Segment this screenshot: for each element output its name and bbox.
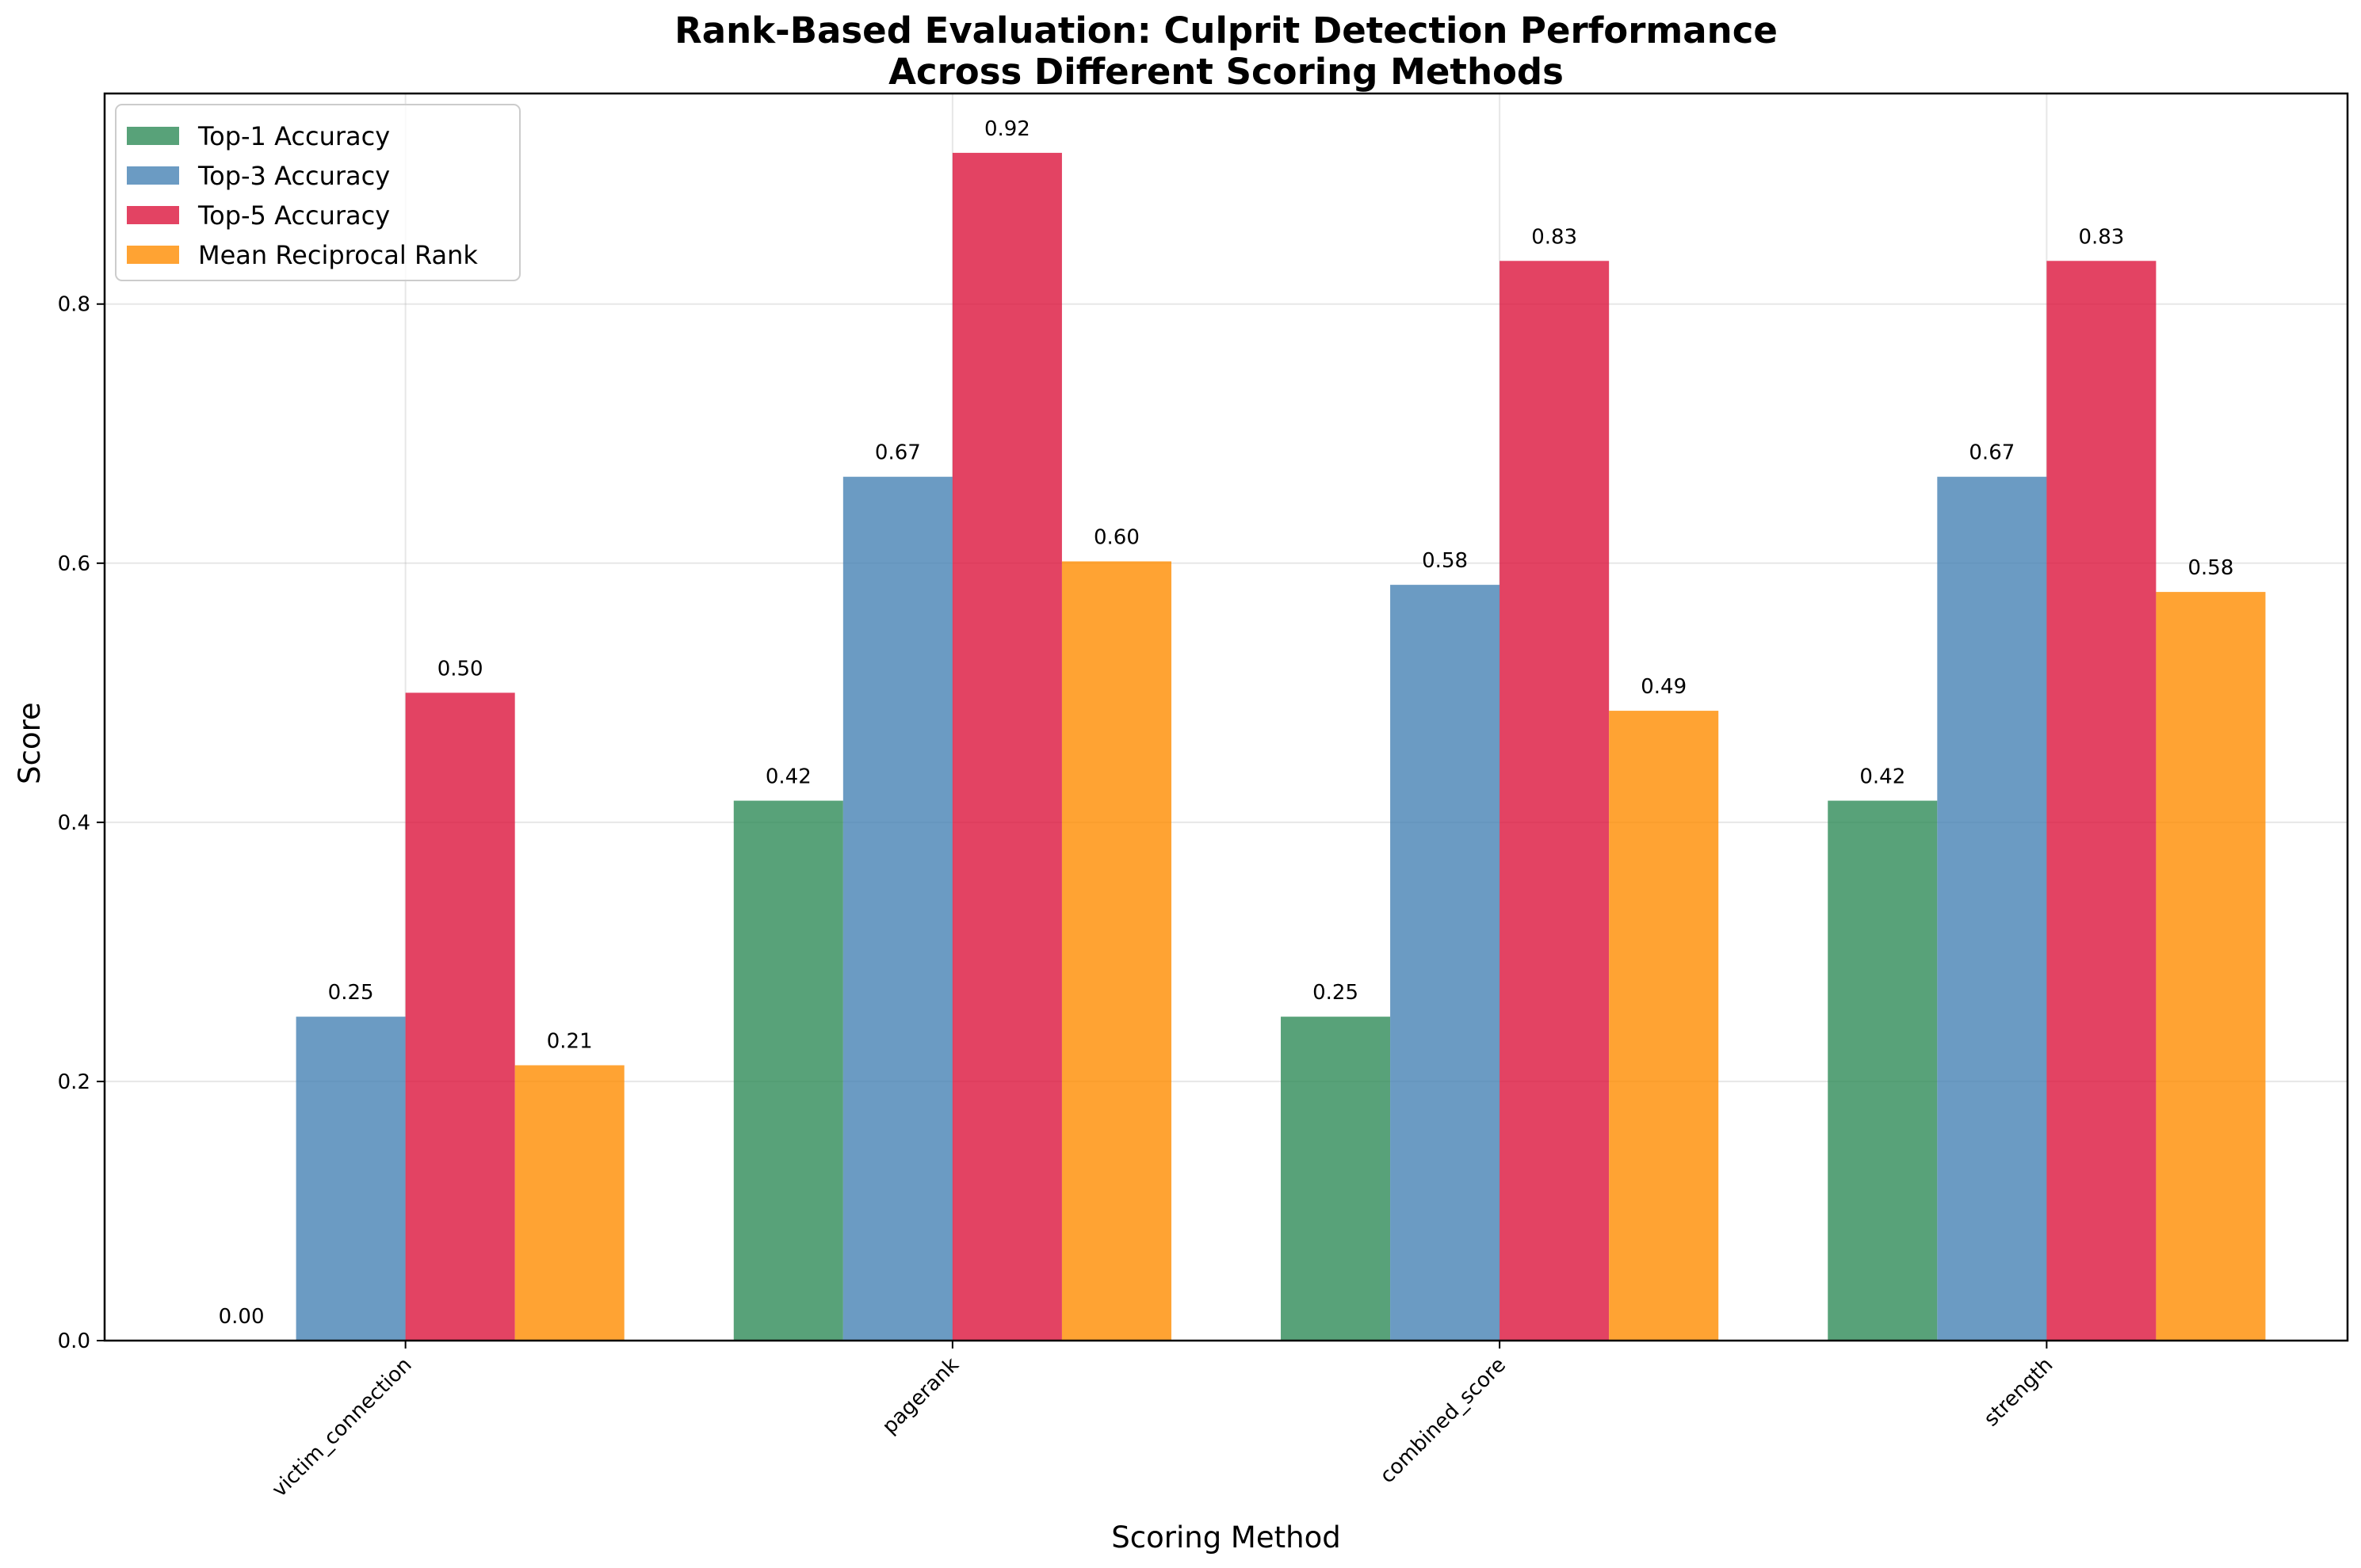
y-tick-label: 0.8 bbox=[58, 293, 90, 317]
bar-value-label: 0.00 bbox=[219, 1305, 265, 1329]
bar-value-label: 0.92 bbox=[984, 117, 1030, 141]
bar bbox=[296, 1017, 406, 1341]
legend: Top-1 Accuracy Top-3 Accuracy Top-5 Accura… bbox=[115, 104, 521, 281]
legend-swatch bbox=[127, 206, 179, 224]
legend-swatch bbox=[127, 127, 179, 145]
bar-value-label: 0.83 bbox=[2078, 225, 2124, 249]
bar-value-label: 0.67 bbox=[875, 441, 921, 465]
bar-value-label: 0.67 bbox=[1969, 441, 2015, 465]
legend-label: Top-1 Accuracy bbox=[197, 121, 390, 151]
bar bbox=[733, 800, 843, 1341]
y-tick-label: 0.2 bbox=[58, 1070, 90, 1094]
legend-box bbox=[115, 104, 521, 281]
bar bbox=[1390, 585, 1500, 1341]
bar bbox=[405, 692, 515, 1341]
bar-value-label: 0.25 bbox=[328, 981, 374, 1005]
bar-value-label: 0.60 bbox=[1094, 526, 1140, 550]
legend-swatch bbox=[127, 246, 179, 264]
bar bbox=[1828, 800, 1938, 1341]
bar bbox=[1281, 1017, 1391, 1341]
bar-value-label: 0.58 bbox=[1422, 549, 1468, 573]
bar bbox=[952, 152, 1062, 1341]
bar bbox=[1937, 476, 2047, 1341]
bar bbox=[842, 476, 953, 1341]
bar bbox=[1061, 561, 1171, 1341]
bars-layer bbox=[296, 152, 2266, 1341]
bar bbox=[1609, 711, 1719, 1341]
bar-value-label: 0.49 bbox=[1641, 675, 1687, 699]
y-tick-label: 0.0 bbox=[58, 1330, 90, 1353]
data-labels-layer: 0.00 0.42 0.25 0.42 0.25 0.67 0.58 0.67 0.50 0.92… bbox=[219, 117, 2234, 1329]
chart-title-line-1: Rank-Based Evaluation: Culprit Detection… bbox=[674, 10, 1778, 52]
y-tick-label: 0.4 bbox=[58, 811, 90, 835]
bar bbox=[1500, 261, 1610, 1341]
y-axis-label: Score bbox=[13, 702, 47, 784]
legend-label: Top-3 Accuracy bbox=[197, 161, 390, 191]
y-tick-label: 0.6 bbox=[58, 552, 90, 576]
bar bbox=[2156, 592, 2266, 1341]
legend-label: Top-5 Accuracy bbox=[197, 200, 390, 231]
bar-value-label: 0.50 bbox=[437, 657, 483, 681]
legend-label: Mean Reciprocal Rank bbox=[198, 240, 478, 270]
bar-value-label: 0.83 bbox=[1531, 225, 1577, 249]
legend-swatch bbox=[127, 166, 179, 185]
bar-value-label: 0.58 bbox=[2187, 556, 2233, 580]
plot-frame bbox=[103, 92, 2349, 1342]
bar bbox=[2046, 261, 2157, 1341]
x-axis-label: Scoring Method bbox=[1111, 1520, 1340, 1555]
bar-value-label: 0.42 bbox=[766, 765, 812, 789]
bar bbox=[514, 1065, 625, 1341]
bar-value-label: 0.42 bbox=[1859, 765, 1905, 789]
bar-value-label: 0.25 bbox=[1312, 981, 1358, 1005]
bar-value-label: 0.21 bbox=[547, 1029, 593, 1053]
chart-title-line-2: Across Different Scoring Methods bbox=[888, 51, 1564, 93]
